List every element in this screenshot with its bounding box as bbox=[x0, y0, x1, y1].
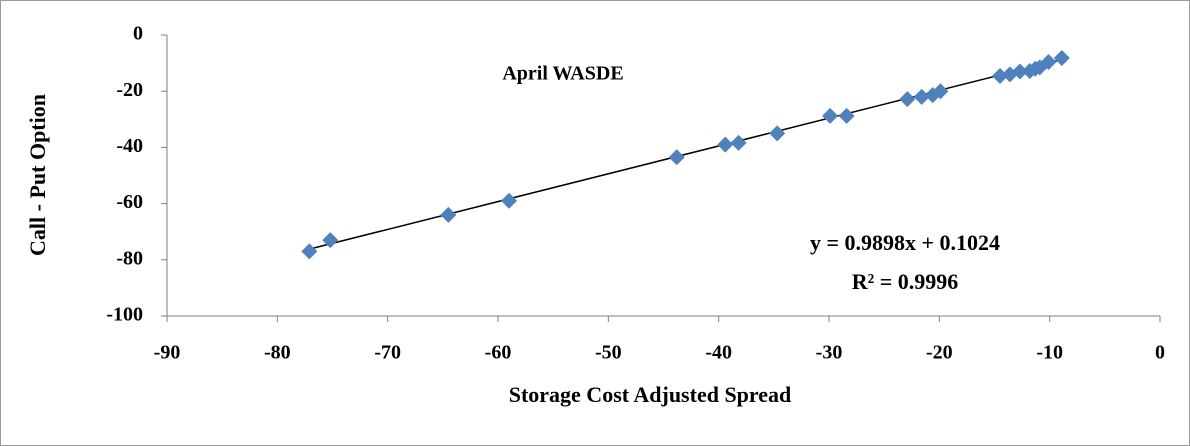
point bbox=[1040, 53, 1057, 70]
y-tick-label: -100 bbox=[106, 304, 143, 326]
y-tick-label: -20 bbox=[116, 79, 143, 101]
y-axis-label: Call - Put Option bbox=[25, 94, 50, 256]
point bbox=[1053, 50, 1070, 67]
point bbox=[501, 192, 518, 209]
point bbox=[717, 136, 734, 153]
x-tick-label: -80 bbox=[264, 342, 291, 364]
y-tick-label: -60 bbox=[116, 191, 143, 213]
x-tick-label: -30 bbox=[816, 342, 843, 364]
x-tick-label: -40 bbox=[705, 342, 732, 364]
point bbox=[668, 149, 685, 166]
point bbox=[822, 107, 839, 124]
point bbox=[1011, 63, 1028, 80]
chart-title: April WASDE bbox=[502, 63, 623, 85]
point bbox=[932, 83, 949, 100]
trendline-r2: R² = 0.9996 bbox=[852, 269, 959, 294]
x-tick-label: -60 bbox=[485, 342, 512, 364]
x-tick-label: -20 bbox=[926, 342, 953, 364]
trendline-equation: y = 0.9898x + 0.1024 bbox=[810, 230, 1000, 255]
x-tick-label: -50 bbox=[595, 342, 622, 364]
y-tick-label: 0 bbox=[133, 23, 143, 45]
point bbox=[899, 91, 916, 108]
x-tick-label: -10 bbox=[1036, 342, 1063, 364]
x-tick-label: 0 bbox=[1155, 342, 1165, 364]
point bbox=[730, 134, 747, 151]
point bbox=[1031, 59, 1048, 76]
y-tick-label: -40 bbox=[116, 135, 143, 157]
point bbox=[322, 232, 339, 249]
y-tick-label: -80 bbox=[116, 247, 143, 269]
x-tick-label: -70 bbox=[374, 342, 401, 364]
point bbox=[440, 206, 457, 223]
point bbox=[992, 68, 1009, 85]
point bbox=[913, 88, 930, 105]
point bbox=[769, 125, 786, 142]
x-tick-label: -90 bbox=[154, 342, 181, 364]
x-axis-label: Storage Cost Adjusted Spread bbox=[509, 382, 792, 407]
point bbox=[838, 107, 855, 124]
point bbox=[301, 243, 318, 260]
